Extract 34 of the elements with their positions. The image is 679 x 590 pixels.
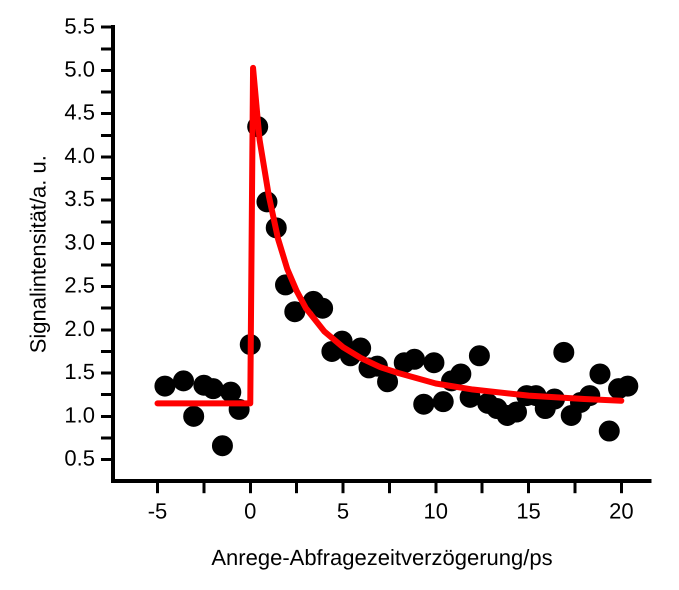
y-tick-label: 5.0 xyxy=(64,56,95,82)
x-tick-label: 0 xyxy=(244,498,256,524)
y-tick-label: 3.5 xyxy=(64,186,95,212)
y-tick-label: 1.5 xyxy=(64,359,95,384)
x-tick-label: 10 xyxy=(424,498,448,524)
x-tick-label: 15 xyxy=(516,498,541,524)
y-tick-label: 0.5 xyxy=(64,446,95,471)
point xyxy=(377,371,398,392)
point xyxy=(154,376,176,397)
point xyxy=(450,363,472,384)
y-tick-label: 5.5 xyxy=(64,13,95,38)
point xyxy=(413,394,434,415)
point xyxy=(172,370,194,392)
x-tick-label: 5 xyxy=(336,498,350,524)
point xyxy=(212,435,233,456)
point xyxy=(284,301,306,322)
x-tick-label: -5 xyxy=(148,498,168,524)
y-tick-label: 3.0 xyxy=(64,229,95,254)
y-tick-label: 2.0 xyxy=(64,316,95,341)
y-tick-label: 4.5 xyxy=(64,100,95,125)
y-tick-label: 2.5 xyxy=(64,272,95,298)
x-tick-label: 20 xyxy=(609,498,634,524)
point xyxy=(312,298,334,319)
point xyxy=(598,420,620,442)
point xyxy=(432,391,454,412)
x-axis-title: Anrege-Abfragezeitverzögerung/ps xyxy=(211,544,553,570)
y-axis-title: Signalintensität/a. u. xyxy=(25,155,50,354)
y-tick-label: 1.0 xyxy=(64,402,95,428)
point xyxy=(553,342,574,363)
point xyxy=(589,363,610,384)
point xyxy=(468,345,490,366)
y-tick-label: 4.0 xyxy=(64,142,95,168)
point xyxy=(183,406,204,427)
point xyxy=(423,352,444,374)
